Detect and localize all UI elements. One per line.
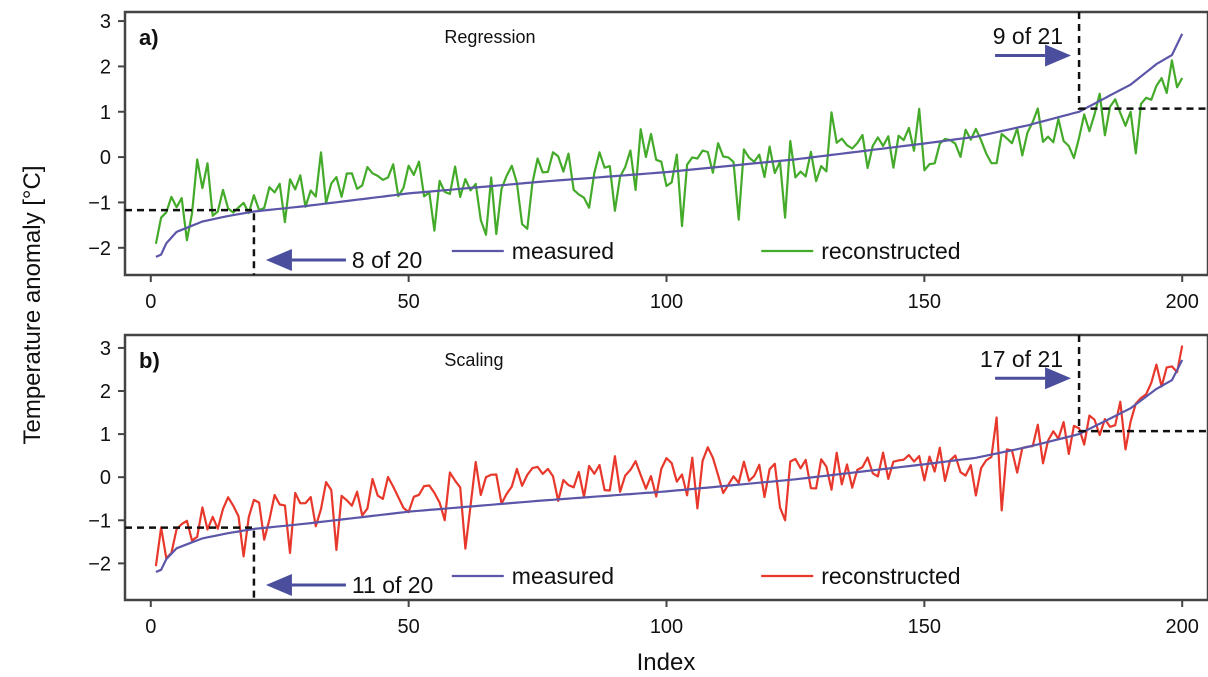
annotation-low-b: 11 of 20 (352, 572, 433, 598)
x-tick-label-b: 150 (908, 616, 941, 638)
y-axis-label: Temperature anomaly [°C] (19, 165, 46, 444)
x-tick-label-b: 100 (650, 616, 683, 638)
threshold-line-low-b (125, 526, 256, 600)
series-line-measured-a (155, 33, 1184, 258)
legend-label-measured-b: measured (512, 563, 614, 589)
series-line-reconstructed-a (154, 59, 1184, 245)
arrow-icon-high-a (1045, 44, 1072, 67)
legend-label-measured-a: measured (512, 238, 614, 264)
y-tick-label-a: 1 (100, 102, 111, 124)
arrow-icon-low-b (265, 574, 292, 596)
x-tick-label-a: 200 (1166, 291, 1199, 313)
threshold-line-high-a (1077, 12, 1208, 110)
x-tick-label-b: 200 (1166, 616, 1199, 638)
y-tick-label-a: −2 (88, 238, 111, 260)
panel-title-b: Scaling (444, 350, 503, 370)
y-tick-label-b: −1 (88, 510, 111, 532)
x-tick-label-a: 0 (145, 291, 156, 313)
panel-label-a: a) (139, 25, 159, 50)
panel-title-a: Regression (444, 27, 535, 47)
y-tick-label-a: 0 (100, 147, 111, 169)
y-tick-label-a: 2 (100, 56, 111, 78)
y-tick-label-b: 1 (100, 424, 111, 446)
legend-label-reconstructed-a: reconstructed (821, 238, 960, 264)
annotation-low-a: 8 of 20 (352, 247, 422, 273)
y-tick-label-a: −1 (88, 192, 111, 214)
y-tick-label-b: 0 (100, 467, 111, 489)
y-tick-label-a: 3 (100, 11, 111, 33)
x-tick-label-a: 150 (908, 291, 941, 313)
series-line-measured-b (155, 359, 1184, 574)
x-tick-label-a: 50 (398, 291, 420, 313)
y-tick-label-b: 2 (100, 381, 111, 403)
x-tick-label-b: 0 (145, 616, 156, 638)
threshold-line-high-b (1077, 335, 1208, 433)
panel-b-scaling: −2 −1 0 1 2 3 0 50 100 150 200 b) Scaling 11 of 20 17 … (88, 333, 1208, 638)
threshold-line-low-a (125, 208, 256, 275)
y-tick-label-b: −2 (88, 553, 111, 575)
series-group-b (154, 345, 1184, 574)
x-axis-label: Index (637, 649, 696, 676)
panel-a-regression: −2 −1 0 1 2 3 0 50 100 150 200 a) Regression 8 of 20 9… (88, 10, 1208, 313)
legend-label-reconstructed-b: reconstructed (821, 563, 960, 589)
arrow-icon-high-b (1045, 367, 1072, 390)
x-tick-label-b: 50 (398, 616, 420, 638)
panel-label-b: b) (139, 348, 160, 373)
y-tick-label-b: 3 (100, 338, 111, 360)
series-group-a (154, 33, 1184, 258)
annotation-high-b: 17 of 21 (980, 346, 1063, 372)
annotation-high-a: 9 of 21 (993, 23, 1063, 49)
x-tick-label-a: 100 (650, 291, 683, 313)
arrow-icon-low-a (265, 249, 292, 271)
